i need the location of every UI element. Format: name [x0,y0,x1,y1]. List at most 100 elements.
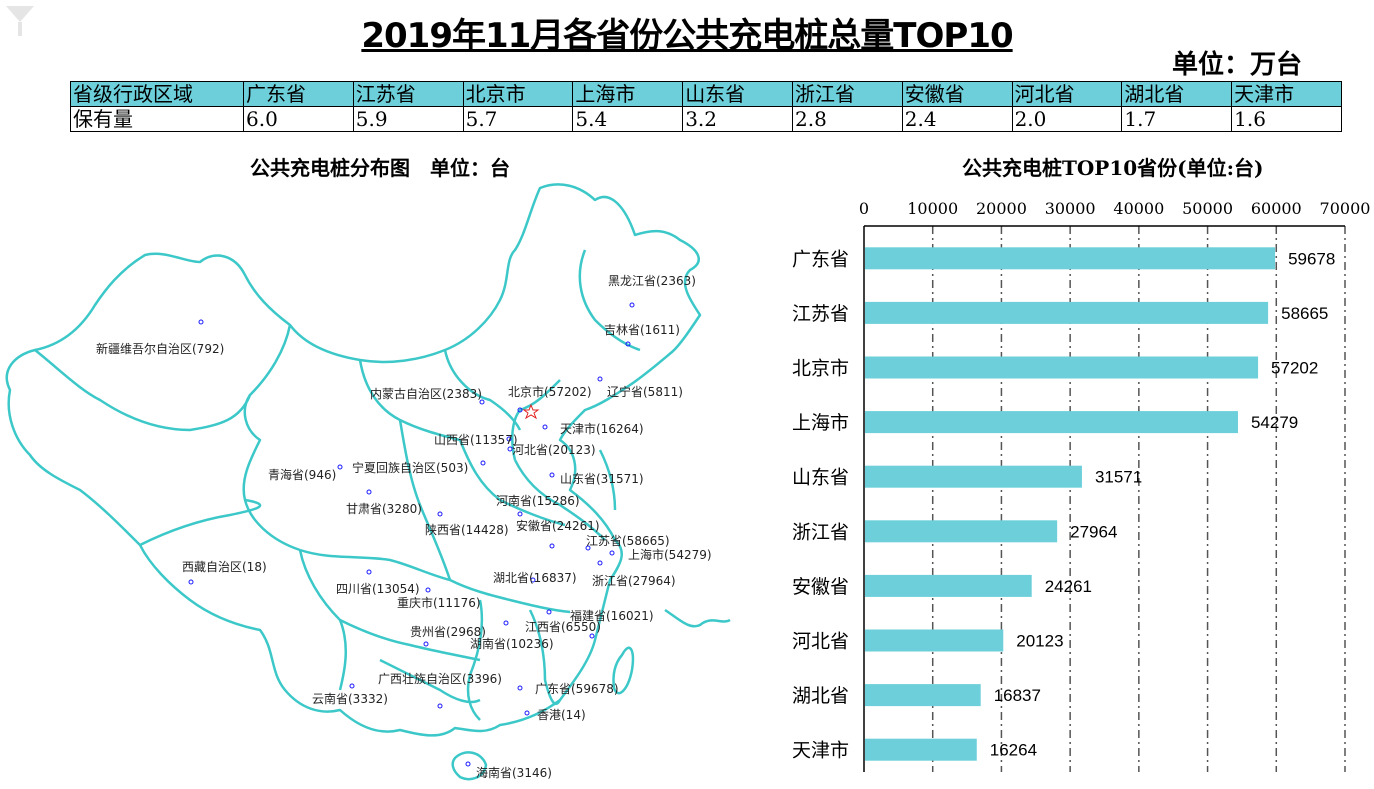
map-marker [549,472,555,478]
map-province-label: 湖北省(16837) [493,570,577,585]
map-markers [188,302,635,767]
map-province-label: 贵州省(2968) [410,625,486,639]
map-province-label: 河北省(20123) [512,443,596,457]
map-marker [423,641,429,647]
map-province-label: 宁夏回族自治区(503) [352,460,468,475]
summary-row-label: 保有量 [70,106,244,132]
province-border [513,459,606,541]
map-marker [597,560,603,566]
map-province-label: 青海省(946) [268,467,336,482]
bar [865,629,1004,652]
summary-province: 浙江省 [791,81,903,107]
map-marker [366,489,372,495]
value-label: 58665 [1281,304,1328,323]
summary-province: 广东省 [243,81,354,107]
map-province-label: 内蒙古自治区(2383) [370,386,482,401]
map-province-label: 广东省(59678) [535,682,619,696]
x-tick-label: 0 [859,199,869,218]
map-province-label: 上海市(54279) [628,547,712,562]
province-border [528,609,562,706]
map-marker [437,703,443,709]
map-marker [465,761,471,767]
bar [865,738,977,761]
summary-province: 安徽省 [901,81,1013,107]
summary-header-label: 省级行政区域 [70,81,244,107]
x-tick-label: 70000 [1320,199,1371,218]
value-label: 24261 [1045,577,1092,596]
bar [865,574,1032,597]
bar [865,684,981,707]
map-marker [546,609,552,615]
x-tick-label: 50000 [1182,199,1233,218]
summary-value: 5.9 [352,106,464,132]
map-province-label: 湖南省(10236) [470,636,554,651]
province-border [398,419,452,581]
value-label: 54279 [1251,413,1298,432]
summary-province: 河北省 [1011,81,1123,107]
unit-label: 单位：万台 [1171,50,1302,80]
value-label: 20123 [1016,632,1063,651]
map-province-label: 山西省(11357) [434,433,518,447]
map-marker [517,685,523,691]
map-title: 公共充电桩分布图 单位：台 [250,156,510,180]
value-label: 57202 [1271,359,1318,378]
bar [865,356,1259,379]
map-province-label: 海南省(3146) [476,765,552,780]
map-province-label: 浙江省(27964) [592,574,676,588]
map-marker [506,436,512,442]
map-province-label: 吉林省(1611) [604,323,680,337]
province-border [299,548,451,582]
summary-header-row: 省级行政区域 广东省 江苏省 北京市 上海市 山东省 浙江省 安徽省 河北省 湖… [70,81,1342,107]
map-province-label: 安徽省(24261) [516,518,600,533]
map-province-label: 辽宁省(5811) [607,384,683,399]
province-border [449,578,571,614]
summary-province: 湖北省 [1121,81,1233,107]
map-province-label: 天津市(16264) [560,421,644,436]
summary-province: 上海市 [572,81,684,107]
value-label: 59678 [1288,249,1335,268]
summary-province: 江苏省 [352,81,464,107]
map-marker [609,550,615,556]
category-label: 湖北省 [792,685,849,707]
map-marker [629,302,635,308]
map-province-label: 重庆市(11176) [397,595,481,610]
map-marker [479,399,485,405]
hainan-outline [451,751,488,781]
summary-table: 省级行政区域 广东省 江苏省 北京市 上海市 山东省 浙江省 安徽省 河北省 湖… [70,81,1342,132]
map-province-label: 云南省(3332) [312,691,388,706]
map-marker [597,376,603,382]
summary-value: 1.6 [1231,106,1342,132]
province-border [458,439,566,527]
province-border [358,359,461,442]
x-tick-label: 60000 [1251,199,1302,218]
map-province-label: 香港(14) [537,708,586,722]
map-marker [188,579,194,585]
bar [865,411,1238,434]
map-province-label: 甘肃省(3280) [346,502,422,516]
summary-value-row: 保有量 6.0 5.9 5.7 5.4 3.2 2.8 2.4 2.0 1.7 … [70,106,1342,132]
category-label: 天津市 [792,740,849,762]
province-border [34,349,252,432]
category-label: 江苏省 [792,303,849,325]
beijing-star-icon [522,403,540,420]
category-label: 北京市 [792,358,849,380]
map-marker [437,511,443,517]
map-province-label: 江西省(6550) [525,620,601,634]
bar [865,301,1269,324]
summary-province: 北京市 [462,81,574,107]
map-marker [425,587,431,593]
summary-value: 5.4 [572,106,684,132]
province-border [242,324,301,552]
map-marker [517,511,523,517]
map-province-label: 四川省(13054) [336,582,420,596]
bar [865,247,1276,270]
map-marker [480,460,486,466]
x-tick-label: 40000 [1113,199,1164,218]
value-label: 27964 [1070,522,1117,541]
summary-value: 2.4 [901,106,1013,132]
map-marker [524,710,530,716]
summary-province: 天津市 [1231,81,1342,107]
value-label: 16837 [994,686,1041,705]
map-province-label: 新疆维吾尔自治区(792) [96,341,224,356]
map-marker [349,683,355,689]
